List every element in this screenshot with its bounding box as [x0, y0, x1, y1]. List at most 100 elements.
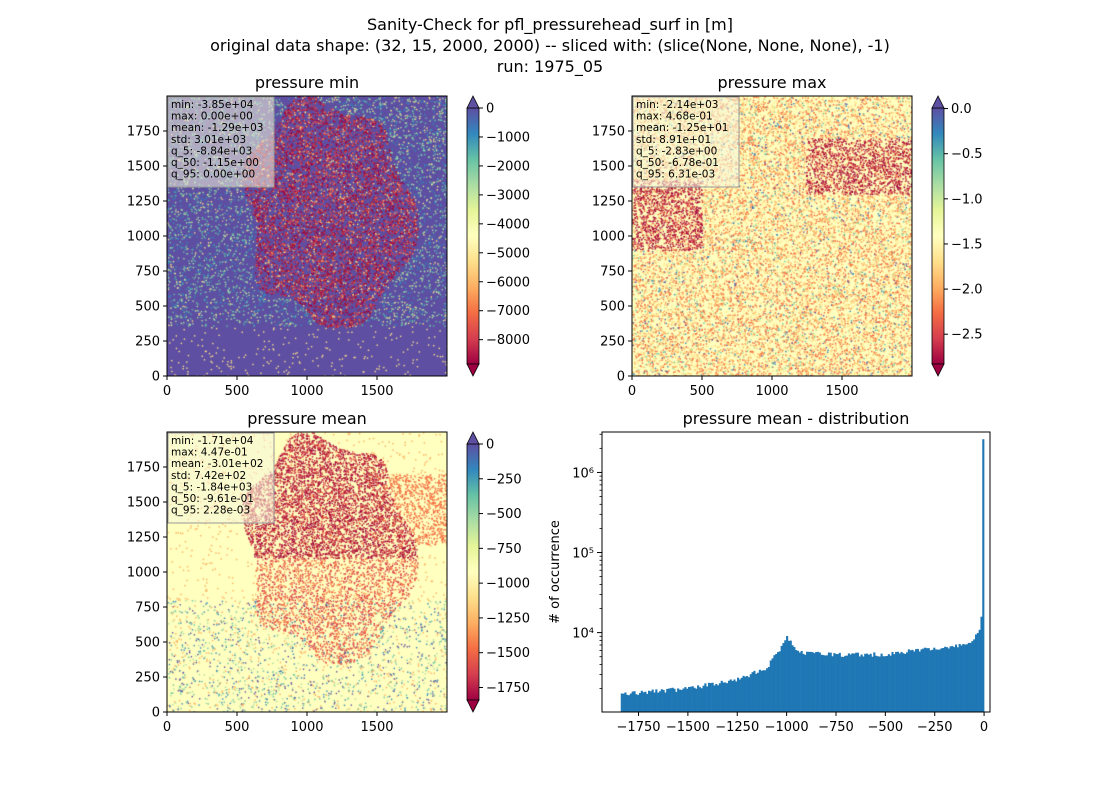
- histogram-bar: [829, 652, 832, 712]
- histogram-bar: [642, 692, 645, 712]
- histogram-bar: [789, 640, 792, 712]
- colorbar-tick-label: −8000: [486, 333, 530, 348]
- histogram-bar: [755, 673, 758, 712]
- colorbar-tick-label: −0.5: [951, 147, 983, 162]
- histogram-bar: [780, 645, 783, 712]
- x-tick-label: −1000: [765, 720, 809, 735]
- colorbar-tick-label: −6000: [486, 275, 530, 290]
- histogram-bar: [927, 648, 930, 712]
- x-tick-label: 0: [980, 720, 988, 735]
- y-tick-label: 250: [135, 671, 160, 686]
- histogram-bar: [820, 654, 823, 712]
- y-tick-label: 1000: [127, 566, 160, 581]
- histogram-bar: [900, 651, 903, 712]
- colorbar-extend-max: [466, 95, 480, 109]
- histogram-bar: [720, 680, 723, 712]
- x-tick-label: 500: [225, 720, 250, 735]
- histogram-bar: [873, 652, 876, 712]
- stats-line: max: 4.68e-01: [636, 111, 713, 123]
- stats-line: q_5: -1.84e+03: [171, 481, 252, 493]
- histogram-bar: [951, 646, 954, 712]
- histogram-bar: [835, 653, 838, 712]
- stats-line: q_5: -8.84e+03: [171, 145, 252, 157]
- histogram-bar: [878, 656, 881, 712]
- histogram-bar: [849, 654, 852, 712]
- x-tick-label: 0: [163, 720, 171, 735]
- axes-frame: [601, 431, 991, 713]
- histogram-bar: [733, 679, 736, 712]
- histogram-bar: [782, 643, 785, 712]
- histogram-bar: [973, 639, 976, 712]
- histogram-bar: [697, 685, 700, 712]
- colorbar: [931, 107, 945, 365]
- histogram-bar: [738, 679, 741, 712]
- colorbar-extend-max: [931, 95, 945, 109]
- colorbar: [466, 443, 480, 701]
- histogram-bar: [793, 647, 796, 712]
- histogram-bar: [831, 656, 834, 712]
- histogram-bar: [847, 653, 850, 712]
- x-tick-label: 1000: [290, 720, 323, 735]
- histogram-bar: [691, 686, 694, 712]
- histogram-bar: [969, 642, 972, 712]
- histogram-bar: [664, 692, 667, 712]
- y-tick-label: 750: [135, 601, 160, 616]
- y-tick-label: 750: [135, 265, 160, 280]
- histogram-bar: [751, 672, 754, 712]
- histogram-bar: [731, 680, 734, 712]
- stats-line: std: 3.01e+03: [171, 134, 246, 146]
- stats-box-bg: [167, 96, 275, 188]
- stats-line: q_95: 6.31e-03: [636, 169, 715, 181]
- histogram-bar: [746, 675, 749, 712]
- colorbar-tick-label: −500: [486, 507, 522, 522]
- x-tick-label: 0: [628, 384, 636, 399]
- histogram-bar: [651, 689, 654, 712]
- histogram-bar: [678, 689, 682, 712]
- histogram-bar: [929, 650, 932, 712]
- y-tick-label: 0: [152, 706, 160, 721]
- stats-line: std: 8.91e+01: [636, 134, 711, 146]
- y-tick-label: 1000: [127, 230, 160, 245]
- histogram-bar: [773, 655, 776, 712]
- y-tick-label: 1250: [127, 531, 160, 546]
- y-tick-label: 250: [600, 335, 625, 350]
- histogram-bar: [620, 693, 623, 712]
- colorbar-tick-label: −7000: [486, 304, 530, 319]
- histogram-bar: [722, 682, 725, 712]
- stats-line: std: 7.42e+02: [171, 470, 246, 482]
- x-tick-label: −750: [818, 720, 854, 735]
- histogram-bar: [922, 648, 925, 712]
- histogram-bar: [669, 688, 672, 712]
- stats-line: min: -3.85e+04: [171, 99, 254, 111]
- colorbar-tick-label: 0.0: [951, 102, 972, 117]
- figure-title: Sanity-Check for pfl_pressurehead_surf i…: [210, 15, 890, 77]
- histogram-bar: [631, 691, 634, 712]
- histogram-bar: [935, 649, 938, 712]
- histogram-bar: [753, 670, 756, 712]
- histogram-bar: [822, 655, 825, 712]
- histogram-bar: [851, 653, 854, 712]
- colorbar-tick-label: −1250: [486, 611, 530, 626]
- pressure-min-panel: pressure min 0 500 1000 1500 0 250 500 750 1000 12…: [127, 73, 530, 399]
- x-tick-label: 500: [225, 384, 250, 399]
- colorbar-tick-label: −4000: [486, 217, 530, 232]
- histogram-bar: [962, 643, 965, 712]
- histogram-bar: [744, 676, 747, 712]
- histogram-bar: [842, 656, 845, 712]
- histogram-bar: [709, 683, 712, 712]
- histogram-bar: [942, 647, 945, 712]
- histogram-bar: [626, 694, 629, 712]
- stats-line: q_95: 2.28e-03: [171, 505, 250, 517]
- histogram-bar: [862, 656, 865, 712]
- histogram-bar: [635, 694, 638, 712]
- histogram-bar: [880, 653, 883, 712]
- histogram-bar: [760, 670, 763, 712]
- histogram-bar: [693, 687, 696, 712]
- figure-title-line-3: run: 1975_05: [497, 57, 603, 77]
- histogram-bar: [786, 635, 789, 712]
- histogram-bar: [649, 691, 652, 712]
- y-tick-label: 1000: [592, 230, 625, 245]
- histogram-bar: [800, 650, 803, 712]
- x-tick-label: 1500: [360, 720, 393, 735]
- pressure-mean-panel: pressure mean 0 500 1000 1500 0 250 500 750 1000 1…: [127, 409, 530, 735]
